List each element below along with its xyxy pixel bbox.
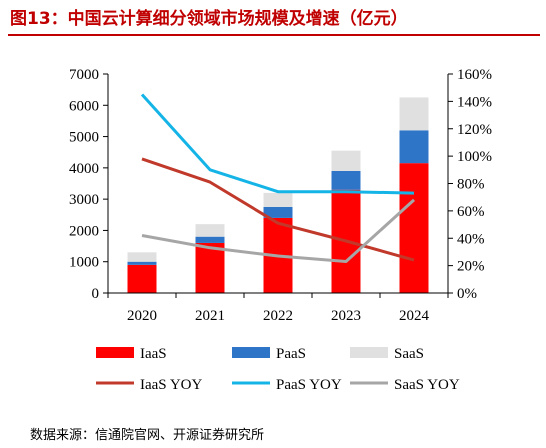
legend-swatch-iaas	[96, 347, 134, 358]
bar-iaas-2020	[127, 264, 157, 293]
legend: IaaS PaaS SaaS IaaS YOY PaaS YOY SaaS YOY	[96, 346, 460, 393]
legend-label-paas: PaaS	[276, 346, 306, 362]
right-tick-label: 0%	[457, 286, 477, 302]
right-tick-label: 160%	[457, 67, 492, 83]
bar-paas-2022	[263, 206, 293, 218]
legend-label-iaas-yoy: IaaS YOY	[140, 377, 203, 393]
bar-iaas-2021	[195, 242, 225, 293]
legend-swatch-paas	[232, 347, 270, 358]
chart-title: 图13：中国云计算细分领域市场规模及增速（亿元）	[10, 9, 408, 29]
right-tick-label: 20%	[457, 259, 485, 275]
left-tick-label: 7000	[69, 67, 99, 83]
x-tick-label: 2022	[263, 308, 293, 324]
right-tick-label: 120%	[457, 122, 492, 138]
bar-saas-2024	[399, 97, 429, 131]
line-iaas-yoy	[141, 157, 415, 262]
line-saas-yoy	[141, 198, 416, 263]
title-underline	[8, 34, 540, 36]
x-tick-label: 2024	[399, 308, 430, 324]
right-tick-label: 100%	[457, 149, 492, 165]
bar-saas-2020	[127, 252, 157, 262]
bar-paas-2023	[331, 170, 361, 190]
bar-saas-2021	[195, 224, 225, 237]
bar-paas-2024	[399, 130, 429, 164]
bar-iaas-2024	[399, 163, 429, 293]
left-tick-label: 5000	[69, 130, 99, 146]
bar-paas-2021	[195, 236, 225, 243]
left-tick-label: 6000	[69, 98, 99, 114]
legend-label-saas-yoy: SaaS YOY	[394, 377, 460, 393]
right-tick-label: 80%	[457, 177, 485, 193]
x-tick-label: 2023	[331, 308, 361, 324]
right-tick-label: 140%	[457, 94, 492, 110]
left-tick-label: 4000	[69, 161, 99, 177]
left-tick-label: 1000	[69, 255, 99, 271]
legend-label-iaas: IaaS	[140, 346, 167, 362]
legend-label-saas: SaaS	[394, 346, 424, 362]
bar-saas-2022	[263, 192, 293, 207]
line-paas-yoy	[140, 93, 415, 195]
bar-saas-2023	[331, 150, 361, 171]
left-tick-label: 3000	[69, 192, 99, 208]
bar-paas-2020	[127, 261, 157, 265]
right-tick-label: 40%	[457, 231, 485, 247]
right-tick-label: 60%	[457, 204, 485, 220]
legend-swatch-saas	[350, 347, 388, 358]
legend-label-paas-yoy: PaaS YOY	[276, 377, 342, 393]
x-tick-label: 2021	[195, 308, 225, 324]
left-tick-label: 0	[92, 286, 100, 302]
left-tick-label: 2000	[69, 223, 99, 239]
source-note: 数据来源：信通院官网、开源证券研究所	[30, 428, 265, 443]
x-tick-label: 2020	[127, 308, 157, 324]
plot-area: 0 1000 2000 3000 4000 5000 6000 7000 0% 20% 40% 60%…	[69, 67, 492, 324]
